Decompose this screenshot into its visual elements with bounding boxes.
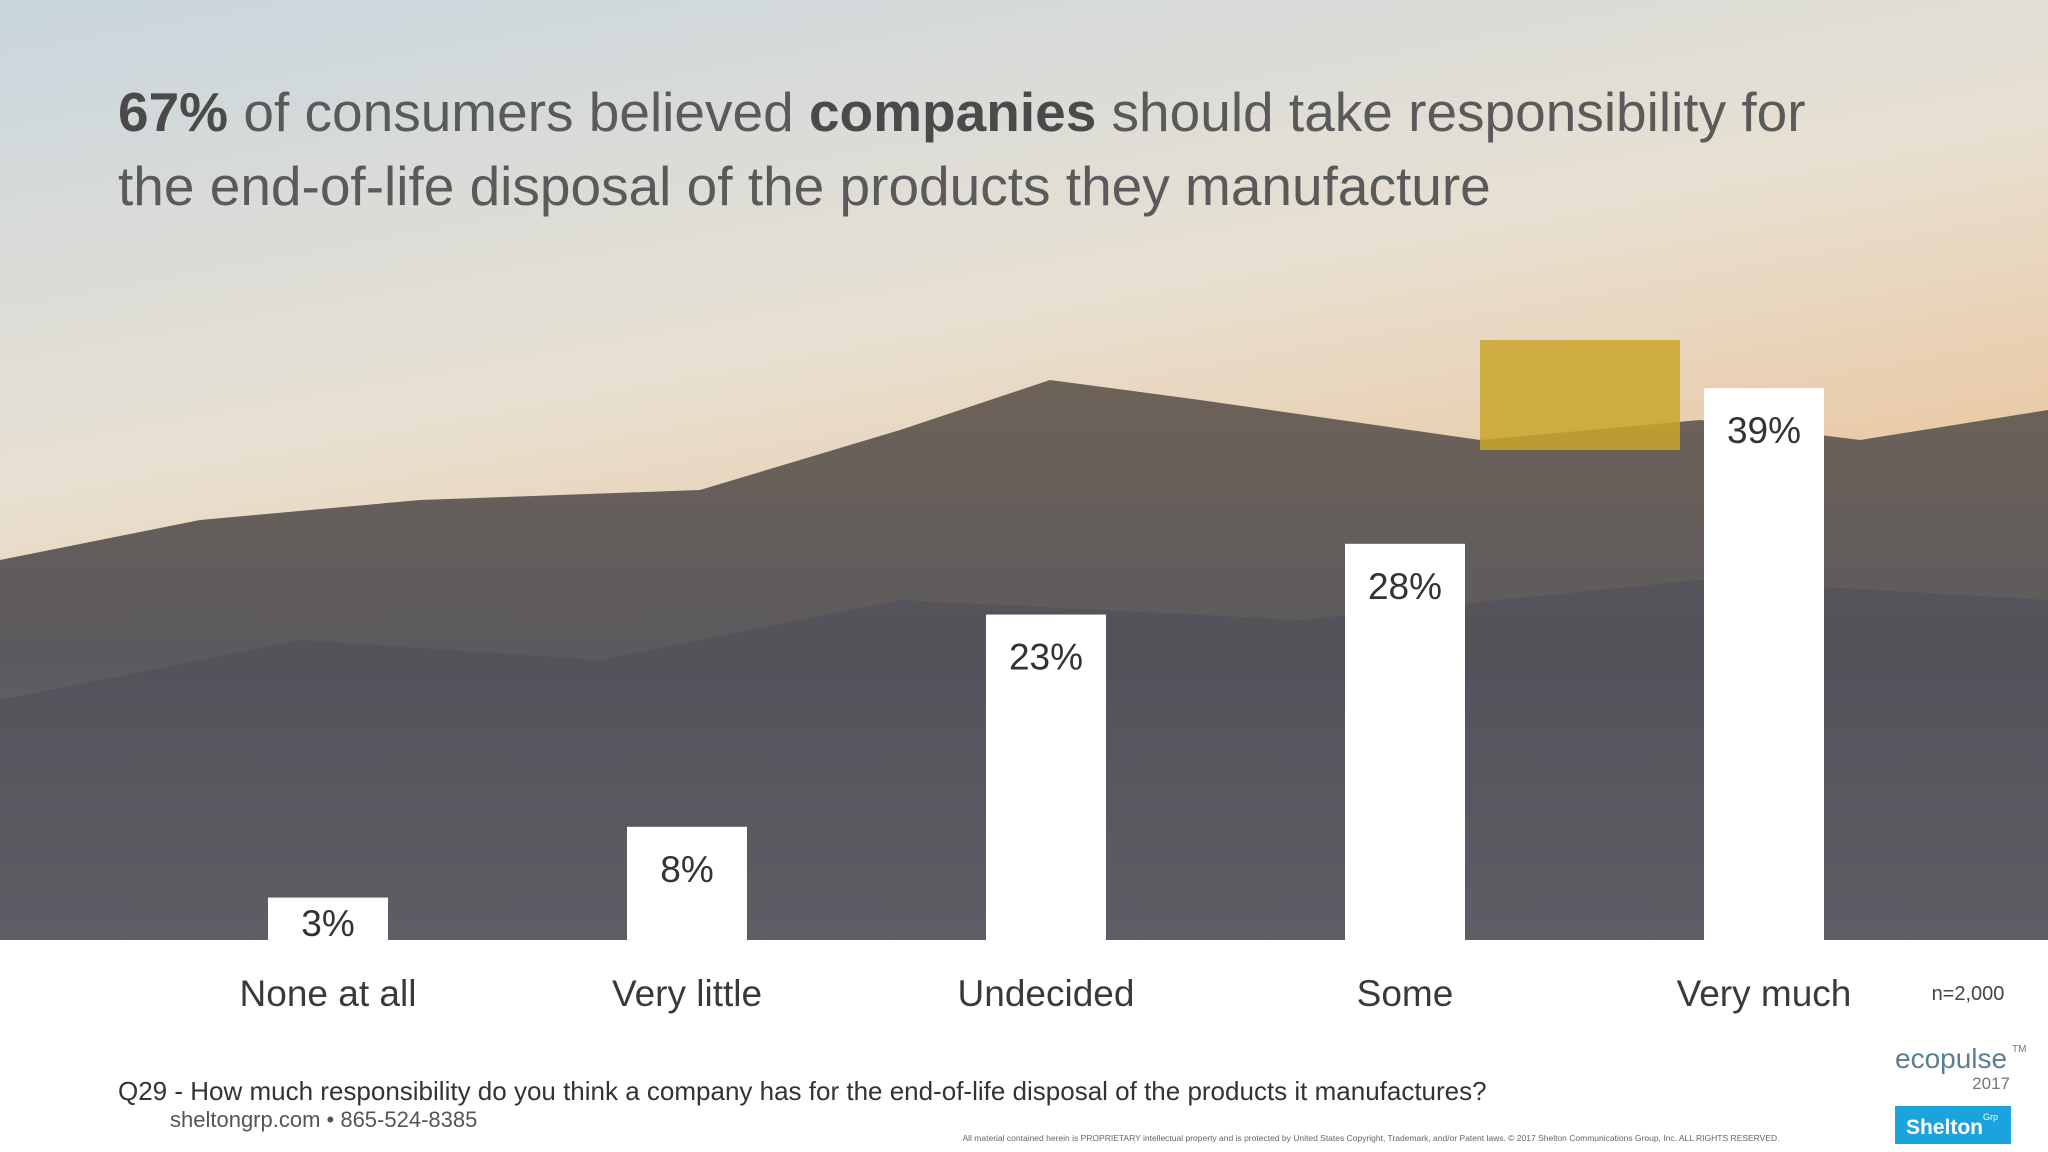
chart-title: 67% of consumers believed companies shou… [118,81,1806,217]
title-part: of consumers believed [228,81,809,143]
title-part: the end-of-life disposal of the products… [118,155,1491,217]
value-label: 8% [660,849,713,890]
question: Q29 - How much responsibility do you thi… [118,1076,1487,1106]
contact: sheltongrp.com • 865-524-8385 [170,1107,477,1132]
x-tick-label: None at all [240,973,417,1014]
x-tick-label: Very much [1677,973,1852,1014]
title-part: companies [809,81,1096,143]
sample-note: n=2,000 [1932,983,2005,1005]
x-tick-label: Some [1357,973,1454,1014]
title-part: 67% [118,81,228,143]
logo-box [1895,1106,2011,1144]
brand: ecopulse [1895,1043,2007,1074]
value-label: 23% [1009,637,1083,678]
bar [986,614,1106,940]
copyright: All material contained herein is PROPRIE… [963,1133,1780,1143]
logo-mark: Grp [1983,1112,1998,1122]
brand-mark: TM [2012,1044,2026,1055]
value-label: 3% [301,903,354,944]
title-part: should take responsibility for [1096,81,1805,143]
bar [627,826,747,940]
bars: 3% None at all 8% Very little 23% Undecided 28… [240,388,1852,1014]
x-tick-label: Very little [612,973,762,1014]
value-label: 28% [1368,566,1442,607]
bar [268,897,388,940]
x-tick-label: Undecided [958,973,1135,1014]
background-bulldozer [1480,340,1680,450]
bar [1345,543,1465,940]
footer-area [0,940,2048,1152]
logo: Shelton [1906,1116,1983,1139]
brand-year: 2017 [1972,1074,2010,1093]
value-label: 39% [1727,410,1801,451]
bar [1704,388,1824,940]
